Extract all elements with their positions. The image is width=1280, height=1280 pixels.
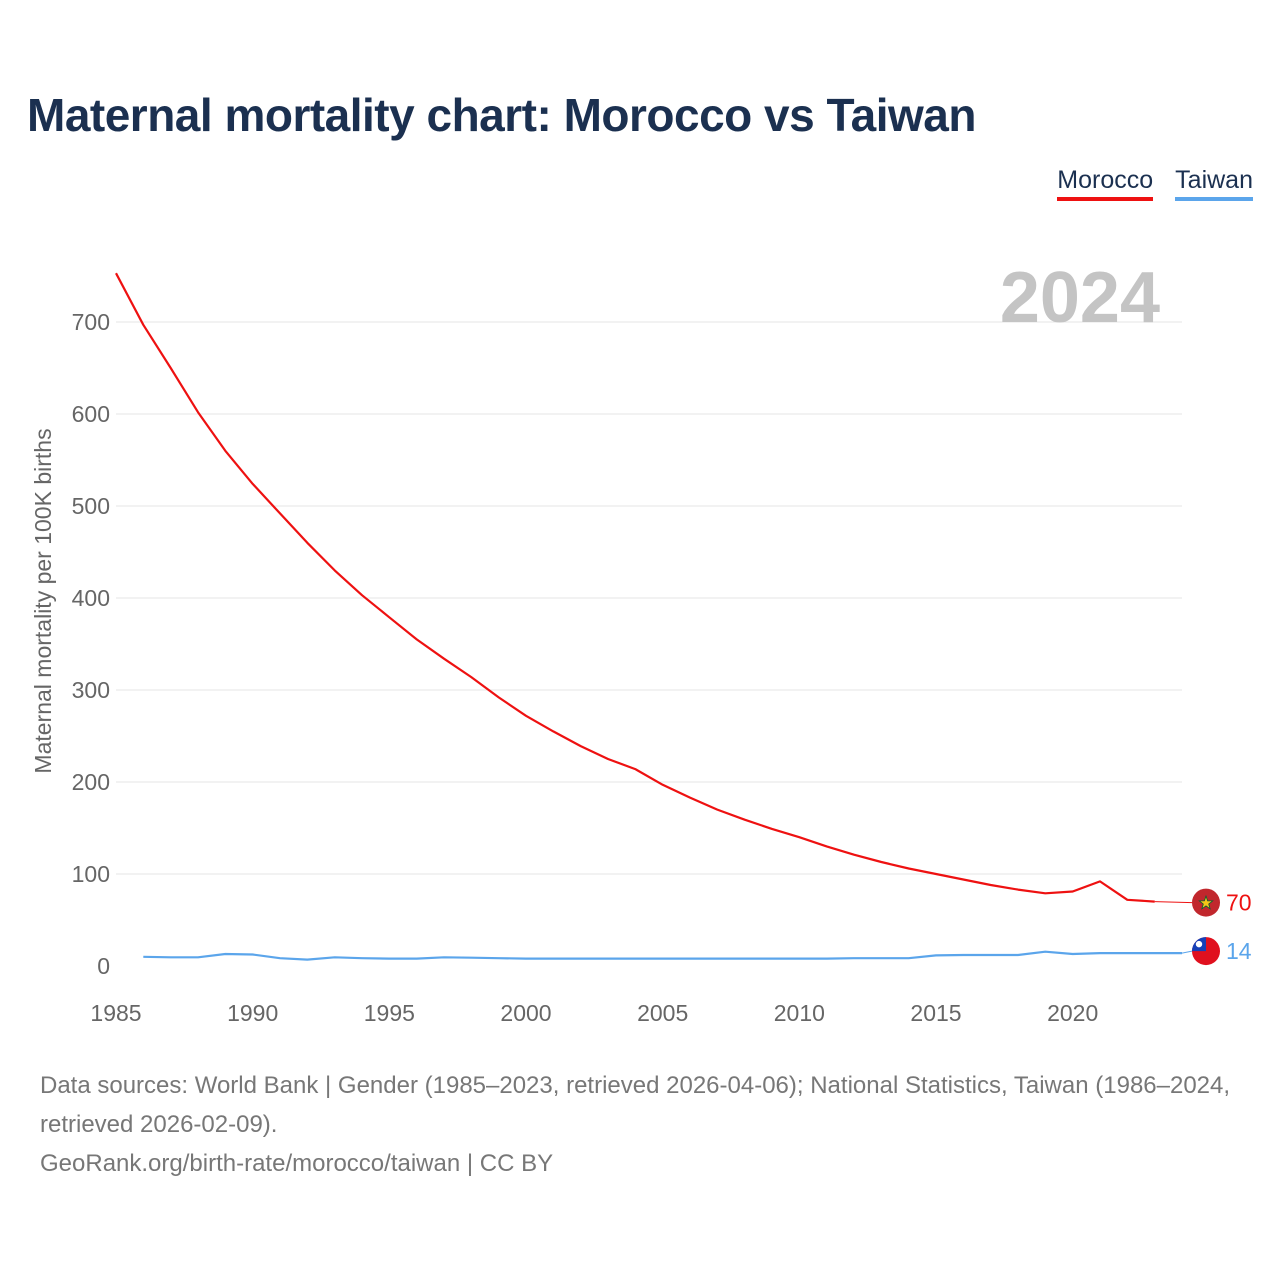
x-tick-2005: 2005 xyxy=(637,1000,688,1026)
x-tick-2020: 2020 xyxy=(1047,1000,1098,1026)
series-lines xyxy=(115,272,1182,961)
series-line-taiwan[interactable] xyxy=(143,950,1182,961)
x-tick-2000: 2000 xyxy=(500,1000,551,1026)
series-line-morocco[interactable] xyxy=(115,272,1155,903)
data-sources: Data sources: World Bank | Gender (1985–… xyxy=(40,1072,1231,1138)
y-tick-300: 300 xyxy=(72,677,110,703)
y-tick-500: 500 xyxy=(72,493,110,519)
flag-taiwan-icon xyxy=(1192,937,1220,966)
year-mark: 2024 xyxy=(1000,258,1160,338)
y-axis-ticks: 0 100 200 300 400 500 600 700 xyxy=(72,309,110,979)
end-label-morocco: 70 xyxy=(1226,890,1252,916)
source-link[interactable]: GeoRank.org/birth-rate/morocco/taiwan | … xyxy=(40,1150,554,1177)
legend: Morocco Taiwan xyxy=(1057,166,1253,201)
x-tick-1985: 1985 xyxy=(90,1000,141,1026)
gridlines xyxy=(116,321,1182,875)
leader-line-morocco xyxy=(1154,901,1193,904)
x-tick-1990: 1990 xyxy=(227,1000,278,1026)
line-chart: 0 100 200 300 400 500 600 700 1985 1990 1995 2000 2… xyxy=(30,258,1252,1026)
x-axis-ticks: 1985 1990 1995 2000 2005 2010 2015 2020 xyxy=(90,1000,1098,1026)
x-tick-1995: 1995 xyxy=(364,1000,415,1026)
legend-item-morocco[interactable]: Morocco xyxy=(1057,166,1154,201)
footer: Data sources: World Bank | Gender (1985–… xyxy=(40,1066,1240,1183)
y-tick-100: 100 xyxy=(72,861,110,887)
x-tick-2015: 2015 xyxy=(910,1000,961,1026)
y-tick-600: 600 xyxy=(72,401,110,427)
y-tick-200: 200 xyxy=(72,769,110,795)
end-label-taiwan: 14 xyxy=(1226,938,1252,964)
y-tick-400: 400 xyxy=(72,585,110,611)
chart-title: Maternal mortality chart: Morocco vs Tai… xyxy=(27,89,977,141)
x-tick-2010: 2010 xyxy=(774,1000,825,1026)
end-markers: 70 14 xyxy=(1154,888,1252,966)
leader-line-taiwan xyxy=(1181,950,1193,954)
legend-item-taiwan[interactable]: Taiwan xyxy=(1175,166,1253,201)
flag-morocco-icon xyxy=(1192,888,1220,917)
y-axis-label: Maternal mortality per 100K births xyxy=(30,428,56,773)
y-tick-0: 0 xyxy=(97,953,110,979)
y-tick-700: 700 xyxy=(72,309,110,335)
